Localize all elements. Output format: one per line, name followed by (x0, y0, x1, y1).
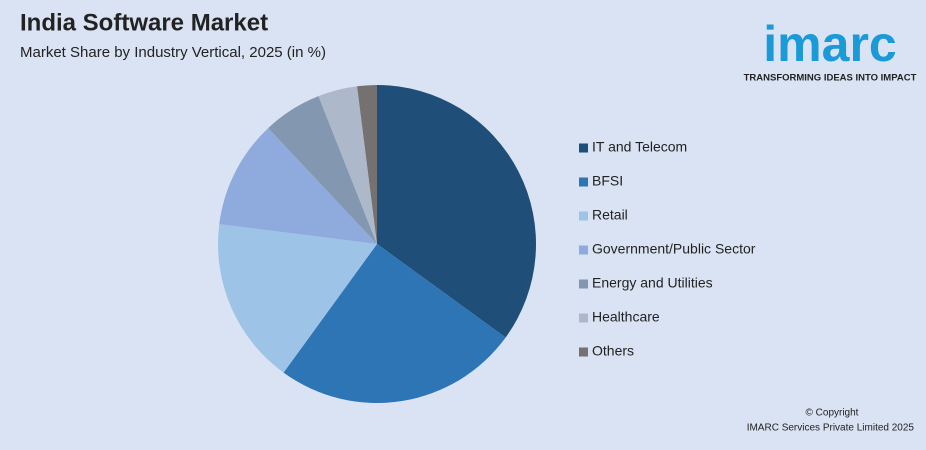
legend-marker (579, 143, 588, 153)
pie-slice (219, 128, 377, 244)
legend-marker (579, 347, 588, 357)
legend-label: Others (592, 343, 634, 359)
legend-label: Government/Public Sector (592, 241, 756, 257)
pie-slice (357, 85, 377, 244)
logo-tagline: TRANSFORMING IDEAS INTO IMPACT (744, 73, 917, 84)
legend-marker (579, 313, 588, 323)
legend-label: Retail (592, 207, 628, 223)
pie (218, 85, 536, 403)
pie-slice (218, 224, 377, 373)
legend-marker (579, 245, 588, 255)
copyright: © Copyright (806, 408, 859, 419)
company: IMARC Services Private Limited 2025 (747, 423, 915, 434)
legend-label: BFSI (592, 173, 623, 189)
legend-label: Energy and Utilities (592, 275, 713, 291)
legend-marker (579, 211, 588, 221)
legend-marker (579, 177, 588, 187)
legend-label: Healthcare (592, 309, 660, 325)
chart-title: India Software Market (20, 9, 268, 36)
legend-label: IT and Telecom (592, 139, 687, 155)
pie-slice (283, 244, 506, 403)
pie-slice (318, 86, 377, 245)
legend: IT and Telecom BFSI Retail Government/Publi… (579, 139, 756, 359)
logo: imarc (763, 16, 896, 72)
pie-slice (268, 96, 377, 245)
chart-subtitle: Market Share by Industry Vertical, 2025 … (20, 44, 326, 61)
pie-slice (377, 85, 536, 338)
legend-marker (579, 279, 588, 289)
